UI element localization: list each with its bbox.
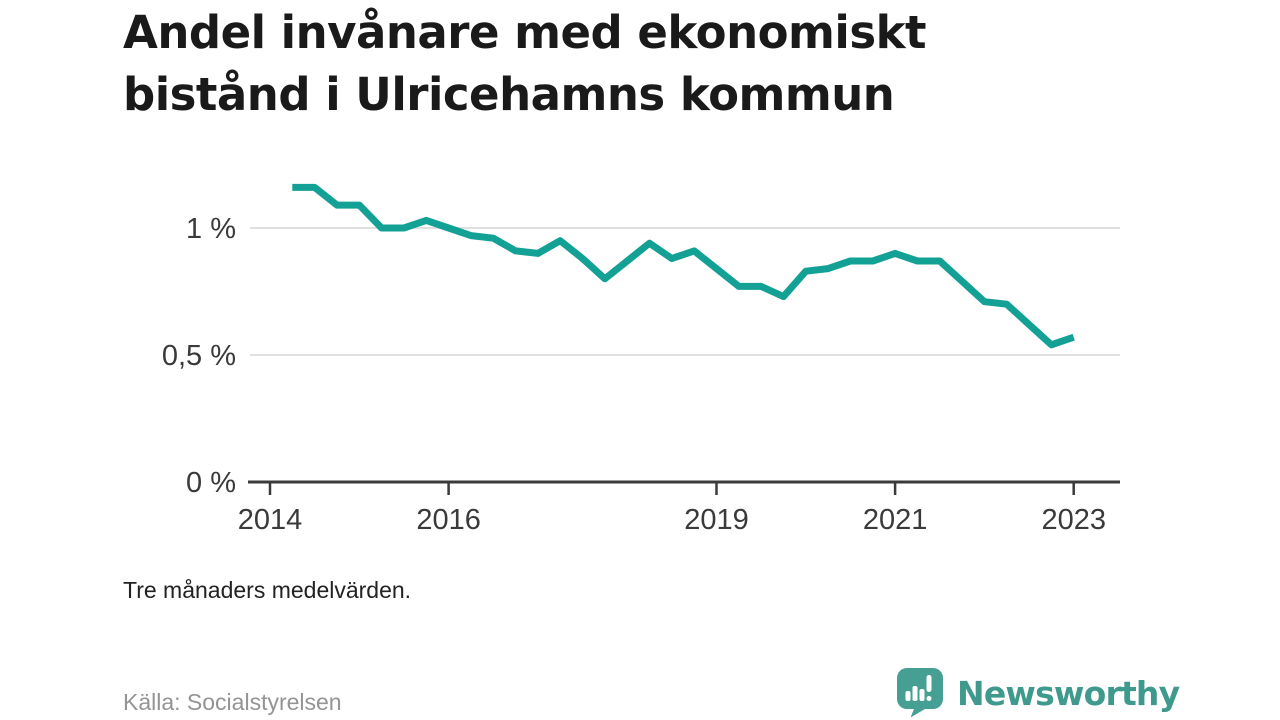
x-axis-label: 2019 xyxy=(684,504,749,536)
y-axis-label: 0,5 % xyxy=(162,340,236,372)
logo-bar-1 xyxy=(905,691,911,701)
x-axis-label: 2023 xyxy=(1041,504,1106,536)
logo-exclamation-dot xyxy=(926,696,932,701)
data-line-Andel invånare med ekonomiskt bistånd xyxy=(292,183,1075,349)
source-label: Källa: Socialstyrelsen xyxy=(123,689,342,715)
chart-note: Tre månaders medelvärden. xyxy=(123,577,412,603)
chart-title-line2: bistånd i Ulricehamns kommun xyxy=(123,68,895,122)
newsworthy-logo-icon xyxy=(897,668,943,718)
logo-bar-2 xyxy=(912,686,918,701)
x-axis-label: 2016 xyxy=(416,504,481,536)
x-axis-label: 2021 xyxy=(863,504,928,536)
logo-bar-3 xyxy=(919,689,925,701)
chart-title: Andel invånare med ekonomiskt bistånd i U… xyxy=(123,2,1123,126)
chart-title-line1: Andel invånare med ekonomiskt xyxy=(123,6,927,59)
y-axis-label: 1 % xyxy=(186,213,236,245)
brand-name: Newsworthy xyxy=(957,673,1180,713)
x-axis-label: 2014 xyxy=(238,504,303,536)
newsworthy-brand: Newsworthy xyxy=(897,668,1180,718)
y-axis-label: 0 % xyxy=(186,467,236,499)
logo-exclamation-line xyxy=(926,675,932,692)
